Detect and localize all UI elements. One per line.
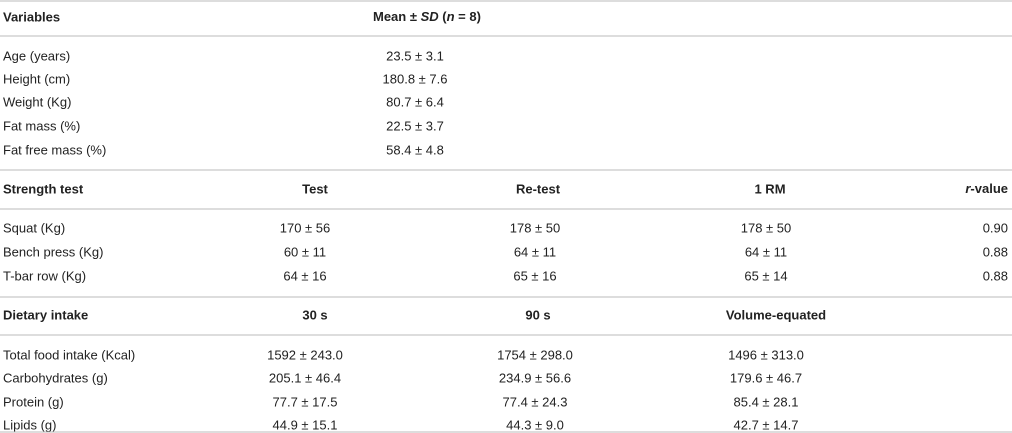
header-cell: 1 RM [754,181,785,196]
value-cell: 65 ± 14 [744,268,787,283]
value-cell: 205.1 ± 46.4 [269,370,341,385]
value-cell: 85.4 ± 28.1 [734,394,799,409]
header-run: ( [439,9,448,24]
header-cell: Mean ± SD (n = 8) [373,9,481,24]
header-run: Mean ± [373,9,421,24]
header-cell: Test [302,181,328,196]
value-cell: 42.7 ± 14.7 [734,417,799,432]
value-cell: 0.90 [983,220,1008,235]
row-label: Fat mass (%) [3,118,80,133]
value-cell: 77.7 ± 17.5 [273,394,338,409]
header-run: n [447,9,455,24]
value-cell: 170 ± 56 [280,220,331,235]
value-cell: 178 ± 50 [741,220,792,235]
header-cell: 90 s [525,307,550,322]
row-label: Carbohydrates (g) [3,370,108,385]
row-label: Age (years) [3,48,70,63]
value-cell: 179.6 ± 46.7 [730,370,802,385]
row-label: Protein (g) [3,394,64,409]
header-cell: Variables [3,9,60,24]
value-cell: 77.4 ± 24.3 [503,394,568,409]
value-cell: 60 ± 11 [284,244,326,259]
row-label: Weight (Kg) [3,94,71,109]
header-cell: Strength test [3,181,84,196]
value-cell: 64 ± 11 [745,244,787,259]
header-cell: Volume-equated [726,307,826,322]
value-cell: 0.88 [983,244,1008,259]
row-label: Squat (Kg) [3,220,65,235]
value-cell: 1496 ± 313.0 [728,347,804,362]
row-label: Fat free mass (%) [3,142,106,157]
value-cell: 44.3 ± 9.0 [506,417,564,432]
row-label: Total food intake (Kcal) [3,347,135,362]
value-cell: 178 ± 50 [510,220,561,235]
row-label: Height (cm) [3,71,70,86]
value-cell: 64 ± 11 [514,244,556,259]
value-cell: 80.7 ± 6.4 [386,94,444,109]
header-cell: Dietary intake [3,307,88,322]
value-cell: 44.9 ± 15.1 [273,417,338,432]
header-run: r [965,181,971,196]
header-cell: 30 s [302,307,327,322]
value-cell: 23.5 ± 3.1 [386,48,444,63]
value-cell: 0.88 [983,268,1008,283]
header-run: = 8) [455,9,481,24]
value-cell: 22.5 ± 3.7 [386,118,444,133]
row-label: Bench press (Kg) [3,244,103,259]
value-cell: 180.8 ± 7.6 [383,71,448,86]
row-label: T-bar row (Kg) [3,268,86,283]
value-cell: 1754 ± 298.0 [497,347,573,362]
value-cell: 1592 ± 243.0 [267,347,343,362]
header-run: -value [970,181,1008,196]
header-cell: Re-test [516,181,561,196]
value-cell: 234.9 ± 56.6 [499,370,571,385]
value-cell: 58.4 ± 4.8 [386,142,444,157]
header-run: SD [421,9,440,24]
header-cell: r-value [965,181,1008,196]
row-label: Lipids (g) [3,417,56,432]
value-cell: 65 ± 16 [513,268,556,283]
value-cell: 64 ± 16 [283,268,326,283]
